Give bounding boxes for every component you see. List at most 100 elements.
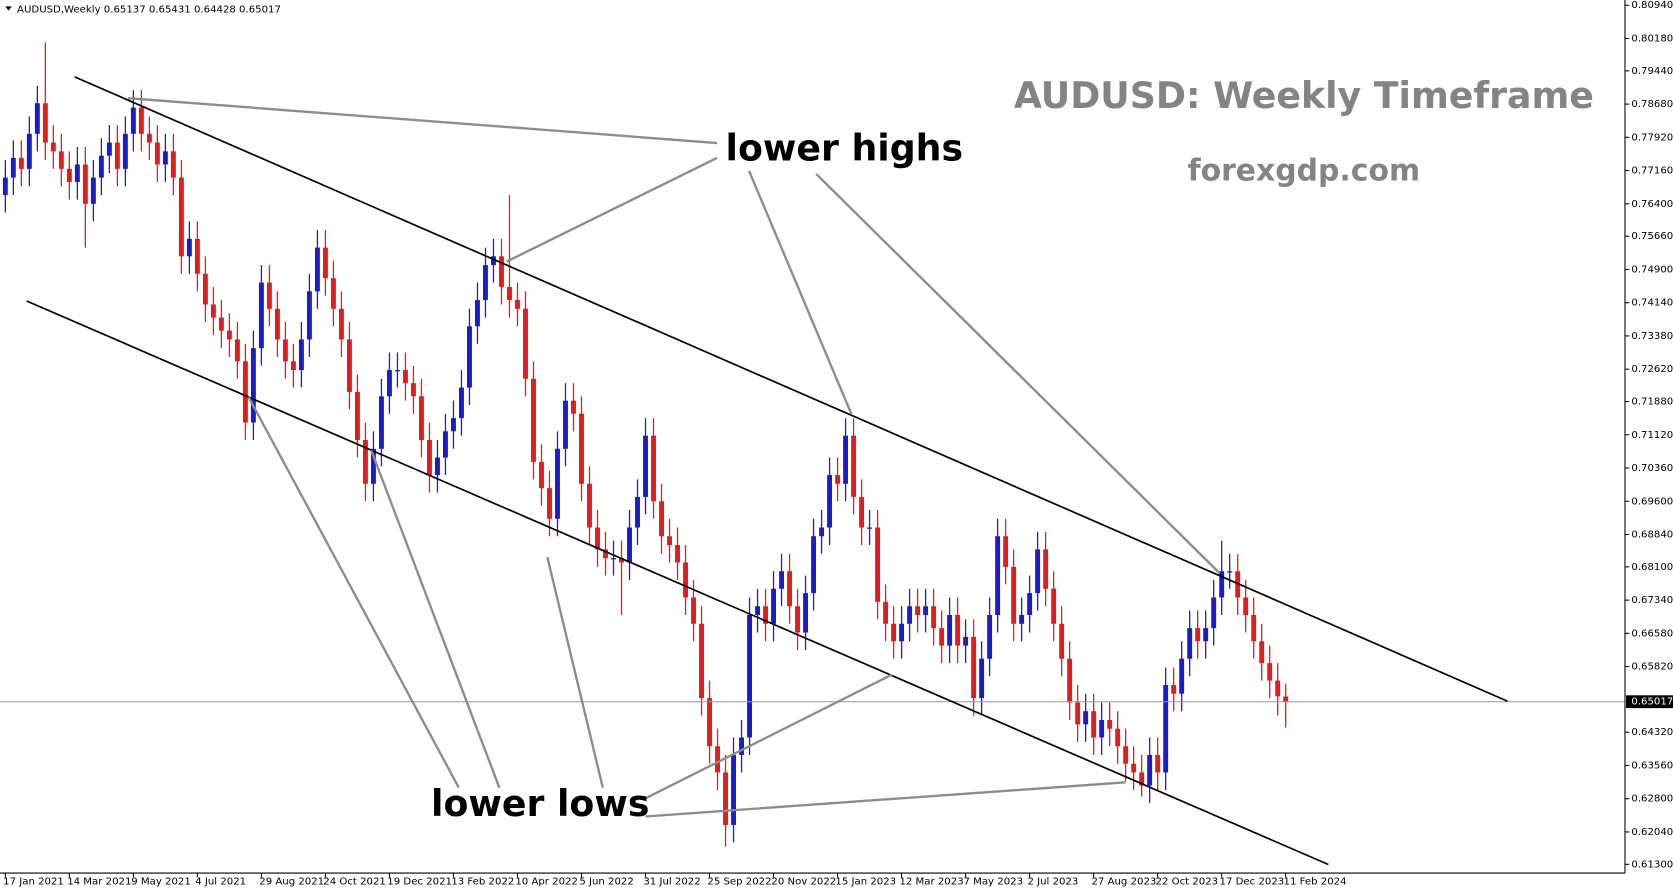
candle-body — [755, 606, 760, 615]
candle-body — [939, 628, 945, 646]
y-tick-label: 0.65820 — [1631, 662, 1673, 673]
candle-body — [394, 370, 400, 372]
headline: AUDUSD: Weekly Timeframe — [1014, 74, 1594, 117]
y-tick-label: 0.63560 — [1631, 760, 1673, 771]
candle-body — [354, 391, 360, 441]
current-price-label: 0.65017 — [1631, 697, 1673, 708]
candle-body — [907, 606, 913, 624]
y-tick-label: 0.73380 — [1631, 331, 1673, 342]
candle-body — [491, 256, 496, 266]
candle-body — [443, 431, 448, 458]
candle-body — [891, 623, 897, 642]
candle-body — [1011, 566, 1017, 624]
candle-body — [226, 330, 232, 340]
pointer-line — [815, 173, 1221, 574]
pointer-line — [370, 449, 501, 789]
candle-body — [50, 142, 56, 152]
candle-body — [1035, 549, 1041, 594]
candle-body — [1211, 597, 1217, 629]
y-tick-label: 0.74900 — [1631, 264, 1673, 275]
candle-body — [787, 571, 793, 607]
candle-body — [362, 440, 368, 484]
candle-body — [1195, 628, 1201, 642]
x-tick-label: 17 Dec 2023 — [1220, 877, 1285, 888]
candle-body — [1059, 623, 1065, 659]
candle-body — [82, 164, 88, 204]
candle-body — [418, 396, 424, 441]
candle-body — [1267, 663, 1273, 681]
candle-body — [1275, 680, 1281, 697]
candle-body — [555, 448, 560, 519]
candle-body — [1123, 746, 1129, 764]
candle-body — [1003, 536, 1009, 567]
x-tick-label: 2 Jul 2023 — [1027, 877, 1078, 888]
y-tick-label: 0.76400 — [1631, 199, 1673, 210]
x-tick-label: 31 Jul 2022 — [643, 877, 700, 888]
header-icon — [5, 6, 12, 11]
candle-body — [314, 247, 320, 292]
x-tick-label: 22 Oct 2023 — [1156, 877, 1219, 888]
y-tick-label: 0.75660 — [1631, 231, 1673, 242]
candle-body — [603, 549, 608, 559]
candle-body — [507, 286, 512, 301]
candle-body — [106, 142, 112, 156]
candle-body — [42, 103, 48, 143]
candle-body — [1083, 711, 1089, 725]
candle-body — [242, 361, 248, 423]
pointer-line — [546, 556, 604, 788]
candle-body — [739, 737, 744, 755]
candle-body — [18, 157, 24, 169]
candle-body — [931, 606, 937, 629]
candle-body — [635, 496, 640, 528]
candle-body — [146, 133, 152, 143]
candle-body — [819, 527, 825, 537]
candle-body — [306, 291, 312, 340]
candle-body — [274, 308, 280, 340]
candle-body — [1155, 754, 1161, 773]
candle-body — [675, 545, 680, 563]
candle-body — [1131, 763, 1137, 773]
candle-body — [563, 400, 568, 449]
candle-body — [947, 614, 953, 646]
candle-body — [1187, 628, 1193, 659]
candle-body — [258, 282, 264, 349]
candle-body — [715, 746, 720, 773]
candle-body — [1147, 754, 1153, 786]
candle-body — [867, 527, 873, 529]
current-price-box — [1626, 695, 1673, 709]
candle-body — [1075, 702, 1081, 725]
candle-body — [266, 282, 272, 309]
candle-body — [971, 636, 977, 699]
candle-body — [114, 142, 120, 169]
trend-lines — [26, 76, 1508, 866]
candle-body — [178, 177, 184, 257]
candles — [0, 42, 1625, 847]
candle-body — [659, 501, 664, 537]
candle-body — [459, 387, 464, 419]
candle-body — [1163, 684, 1169, 773]
site: forexgdp.com — [1188, 153, 1421, 188]
candle-body — [747, 614, 752, 738]
candle-body — [194, 238, 200, 274]
candle-body — [1171, 684, 1177, 694]
y-tick-label: 0.78680 — [1631, 99, 1673, 110]
candle-body — [539, 461, 544, 489]
candle-body — [643, 435, 648, 497]
y-tick-label: 0.71880 — [1631, 397, 1673, 408]
candle-body — [451, 418, 456, 432]
candle-body — [523, 308, 528, 379]
candle-body — [1219, 571, 1225, 598]
close-value: 0.65017 — [239, 5, 281, 16]
y-tick-label: 0.68100 — [1631, 562, 1673, 573]
candle-body — [154, 142, 160, 165]
y-tick-label: 0.62040 — [1631, 827, 1673, 838]
y-tick-label: 0.71120 — [1631, 430, 1673, 441]
candle-body — [883, 601, 889, 624]
candle-body — [963, 636, 969, 646]
channel-lower — [26, 300, 1329, 866]
header: AUDUSD,Weekly 0.65137 0.65431 0.64428 0.… — [17, 5, 281, 16]
y-tick-label: 0.68840 — [1631, 530, 1673, 541]
candle-body — [1115, 728, 1121, 747]
candle-body — [1067, 658, 1073, 703]
